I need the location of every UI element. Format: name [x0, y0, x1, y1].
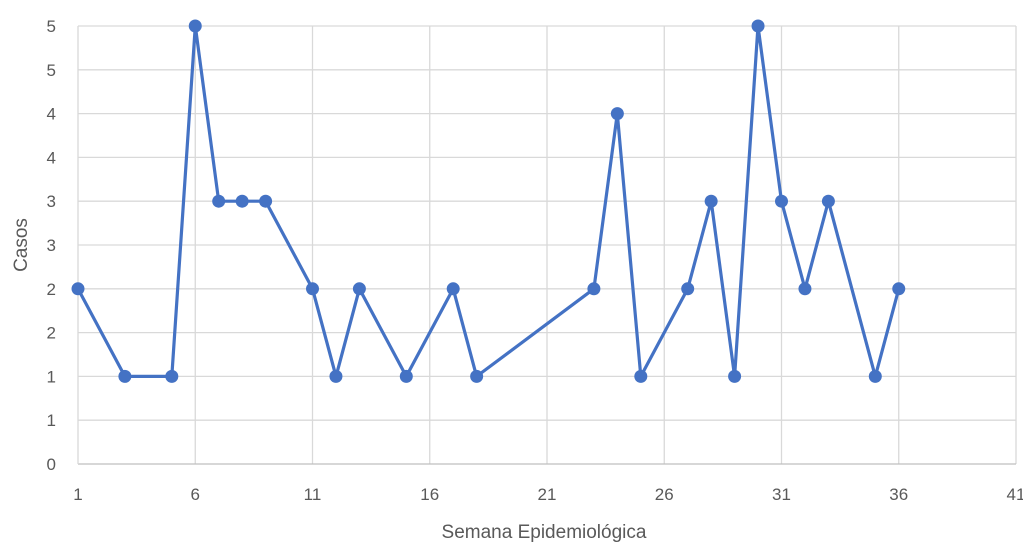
data-point	[306, 282, 319, 296]
x-axis-title: Semana Epidemiológica	[442, 522, 647, 543]
data-point	[399, 369, 413, 383]
y-tick-label: 5	[47, 61, 56, 80]
y-tick-label: 3	[47, 236, 56, 255]
data-point	[446, 282, 460, 296]
data-point	[470, 369, 484, 383]
x-tick-label: 31	[772, 485, 791, 504]
data-point	[798, 282, 812, 296]
x-tick-label: 36	[889, 485, 908, 504]
y-axis-title: Casos	[11, 218, 32, 272]
data-point	[165, 369, 179, 383]
axes	[77, 26, 1016, 465]
data-point	[71, 282, 85, 296]
data-point	[775, 194, 788, 208]
gridlines	[78, 25, 1017, 464]
y-tick-label: 4	[47, 105, 56, 124]
y-tick-label: 2	[47, 324, 56, 343]
data-point	[751, 19, 765, 33]
series-group	[71, 19, 906, 383]
y-tick-label: 1	[47, 367, 56, 386]
y-tick-label: 3	[47, 192, 56, 211]
data-point	[821, 194, 835, 208]
data-point	[259, 194, 273, 208]
y-tick-label: 5	[47, 17, 56, 36]
y-tick-label: 1	[47, 411, 56, 430]
x-tick-label: 6	[191, 485, 200, 504]
data-point	[634, 369, 648, 383]
data-point	[235, 194, 249, 208]
data-point	[892, 282, 906, 296]
x-tick-label: 1	[73, 485, 82, 504]
y-tick-label: 2	[47, 280, 56, 299]
y-tick-label: 4	[47, 148, 56, 167]
x-tick-label: 41	[1007, 485, 1023, 504]
data-point	[728, 369, 742, 383]
x-tick-label: 16	[420, 485, 439, 504]
data-point	[704, 194, 718, 208]
data-point	[681, 282, 695, 296]
data-point	[118, 369, 132, 383]
x-tick-label: 11	[304, 485, 322, 504]
x-tick-label: 21	[538, 485, 557, 504]
data-point	[212, 194, 226, 208]
data-point	[868, 369, 882, 383]
data-point	[329, 369, 343, 383]
data-point	[352, 282, 366, 296]
data-point	[587, 282, 601, 296]
y-tick-label: 0	[47, 455, 56, 474]
x-tick-label: 26	[655, 485, 674, 504]
data-point	[610, 107, 624, 121]
data-point	[188, 19, 202, 33]
